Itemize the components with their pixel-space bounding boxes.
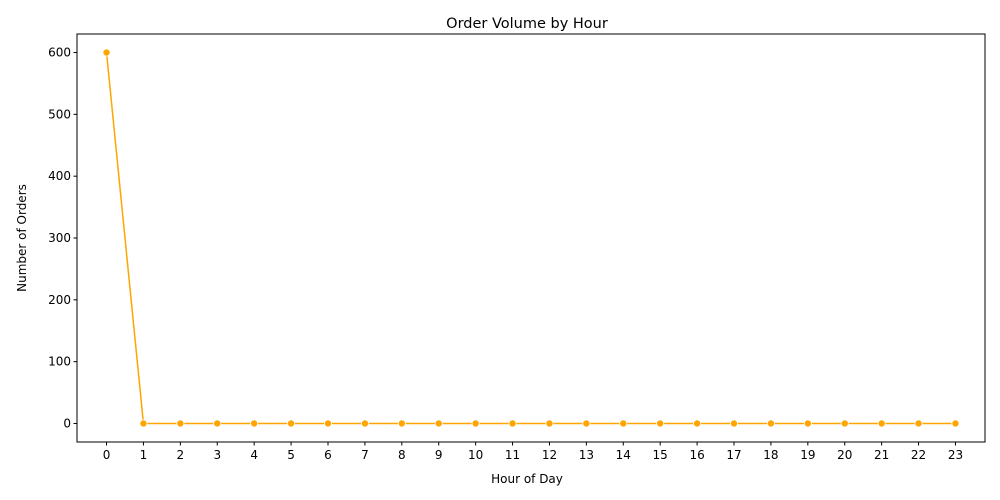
data-point (766, 419, 775, 428)
x-tick-label: 1 (140, 448, 148, 462)
data-point (250, 419, 259, 428)
data-point (213, 419, 222, 428)
y-tick-label: 100 (48, 355, 71, 369)
x-tick-label: 15 (653, 448, 668, 462)
x-tick-label: 18 (763, 448, 778, 462)
y-tick-label: 400 (48, 169, 71, 183)
x-tick-label: 8 (398, 448, 406, 462)
x-tick-label: 6 (324, 448, 332, 462)
data-point (693, 419, 702, 428)
series-line (105, 52, 956, 425)
x-tick-label: 7 (361, 448, 369, 462)
data-point (840, 419, 849, 428)
x-tick-label: 10 (468, 448, 483, 462)
x-tick-label: 23 (948, 448, 963, 462)
x-tick-label: 2 (177, 448, 185, 462)
y-tick-label: 300 (48, 231, 71, 245)
data-point (582, 419, 591, 428)
data-point (139, 419, 148, 428)
x-tick-label: 17 (726, 448, 741, 462)
data-point (176, 419, 185, 428)
data-point (434, 419, 443, 428)
x-tick-label: 12 (542, 448, 557, 462)
data-point (287, 419, 296, 428)
x-tick-label: 14 (616, 448, 631, 462)
x-tick-label: 9 (435, 448, 443, 462)
data-point (619, 419, 628, 428)
data-point (323, 419, 332, 428)
data-point (397, 419, 406, 428)
y-tick-label: 500 (48, 107, 71, 121)
data-point (914, 419, 923, 428)
x-tick-label: 0 (103, 448, 111, 462)
data-point (877, 419, 886, 428)
data-point (951, 419, 960, 428)
x-tick-label: 22 (911, 448, 926, 462)
x-tick-label: 20 (837, 448, 852, 462)
data-point (360, 419, 369, 428)
plot-frame (76, 33, 986, 443)
y-tick-label: 0 (63, 416, 71, 430)
x-tick-label: 3 (213, 448, 221, 462)
x-tick-label: 21 (874, 448, 889, 462)
data-point (656, 419, 665, 428)
data-point (508, 419, 517, 428)
data-point (803, 419, 812, 428)
x-tick-label: 16 (689, 448, 704, 462)
x-axis-title: Hour of Day (491, 472, 563, 486)
y-axis-title: Number of Orders (15, 184, 29, 292)
x-tick-label: 11 (505, 448, 520, 462)
data-point (730, 419, 739, 428)
data-point (102, 48, 111, 57)
x-tick-label: 4 (250, 448, 258, 462)
data-point (471, 419, 480, 428)
x-tick-label: 19 (800, 448, 815, 462)
chart-title: Order Volume by Hour (446, 16, 608, 32)
x-tick-label: 5 (287, 448, 295, 462)
x-tick-label: 13 (579, 448, 594, 462)
y-tick-label: 600 (48, 46, 71, 60)
y-tick-label: 200 (48, 293, 71, 307)
data-point (545, 419, 554, 428)
